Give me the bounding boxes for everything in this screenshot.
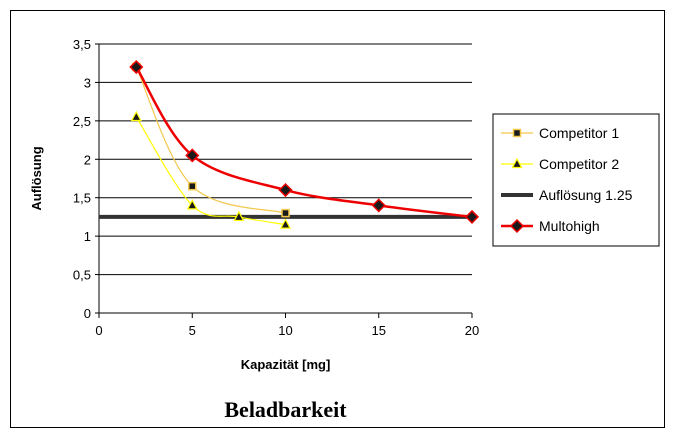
legend-label: Auflösung 1.25 xyxy=(539,187,633,203)
axes: 0 0,5 1 1,5 2 2,5 3 3,5 0 5 10 15 20 xyxy=(73,37,479,338)
y-tick-label: 3,5 xyxy=(73,37,91,52)
y-tick-label: 0,5 xyxy=(73,268,91,283)
legend-item-aufl-sung-1-25: Auflösung 1.25 xyxy=(501,187,633,203)
legend-label: Competitor 2 xyxy=(539,156,619,172)
y-tick-label: 2,5 xyxy=(73,114,91,129)
legend-marker xyxy=(511,157,523,169)
data-point xyxy=(186,199,198,210)
y-tick-label: 3 xyxy=(84,75,91,90)
series-line xyxy=(135,116,286,226)
legend: Competitor 1 Competitor 2 Auflösung 1.25 Mu… xyxy=(492,113,660,247)
x-tick-label: 10 xyxy=(278,323,292,338)
series-group xyxy=(99,59,480,229)
series-competitor-2 xyxy=(130,110,291,229)
y-tick-label: 1 xyxy=(84,229,91,244)
data-point xyxy=(130,110,142,122)
chart-title: Beladbarkeit xyxy=(224,397,347,422)
legend-item-competitor-2: Competitor 2 xyxy=(501,156,619,172)
data-point xyxy=(185,148,200,163)
x-tick-label: 0 xyxy=(95,323,102,338)
line-chart: 00,511,522,533,50 5 10 15 20 Competitor 1Com… xyxy=(29,37,660,422)
series-multohigh xyxy=(129,59,480,224)
y-tick-label: 0 xyxy=(84,306,91,321)
x-tick-label: 5 xyxy=(189,323,196,338)
legend-label: Competitor 1 xyxy=(539,125,619,141)
series-line xyxy=(135,66,473,219)
x-tick-label: 15 xyxy=(372,323,386,338)
data-point xyxy=(188,181,197,191)
chart-frame: 0 0,5 1 1,5 2 2,5 3 3,5 0 5 10 15 20 Competitor 1 Com… xyxy=(10,10,665,428)
y-tick-label: 1,5 xyxy=(73,191,91,206)
grid-lines xyxy=(99,43,472,276)
legend-item-multohigh: Multohigh xyxy=(501,218,600,234)
data-point xyxy=(371,198,386,213)
data-point xyxy=(278,182,293,198)
legend-marker xyxy=(509,218,525,234)
data-point xyxy=(233,210,245,222)
data-point xyxy=(281,208,290,218)
y-tick-label: 2 xyxy=(84,152,91,167)
legend-marker xyxy=(512,128,522,138)
x-tick-label: 20 xyxy=(465,323,479,338)
data-point xyxy=(464,209,480,224)
data-point xyxy=(129,59,144,75)
series-line xyxy=(135,66,286,214)
series-competitor-1 xyxy=(132,62,290,218)
data-point xyxy=(280,218,291,229)
y-axis-label: Auflösung xyxy=(29,146,44,210)
legend-item-competitor-1: Competitor 1 xyxy=(501,125,619,141)
legend-label: Multohigh xyxy=(539,218,600,234)
x-axis-label: Kapazität [mg] xyxy=(241,357,331,372)
